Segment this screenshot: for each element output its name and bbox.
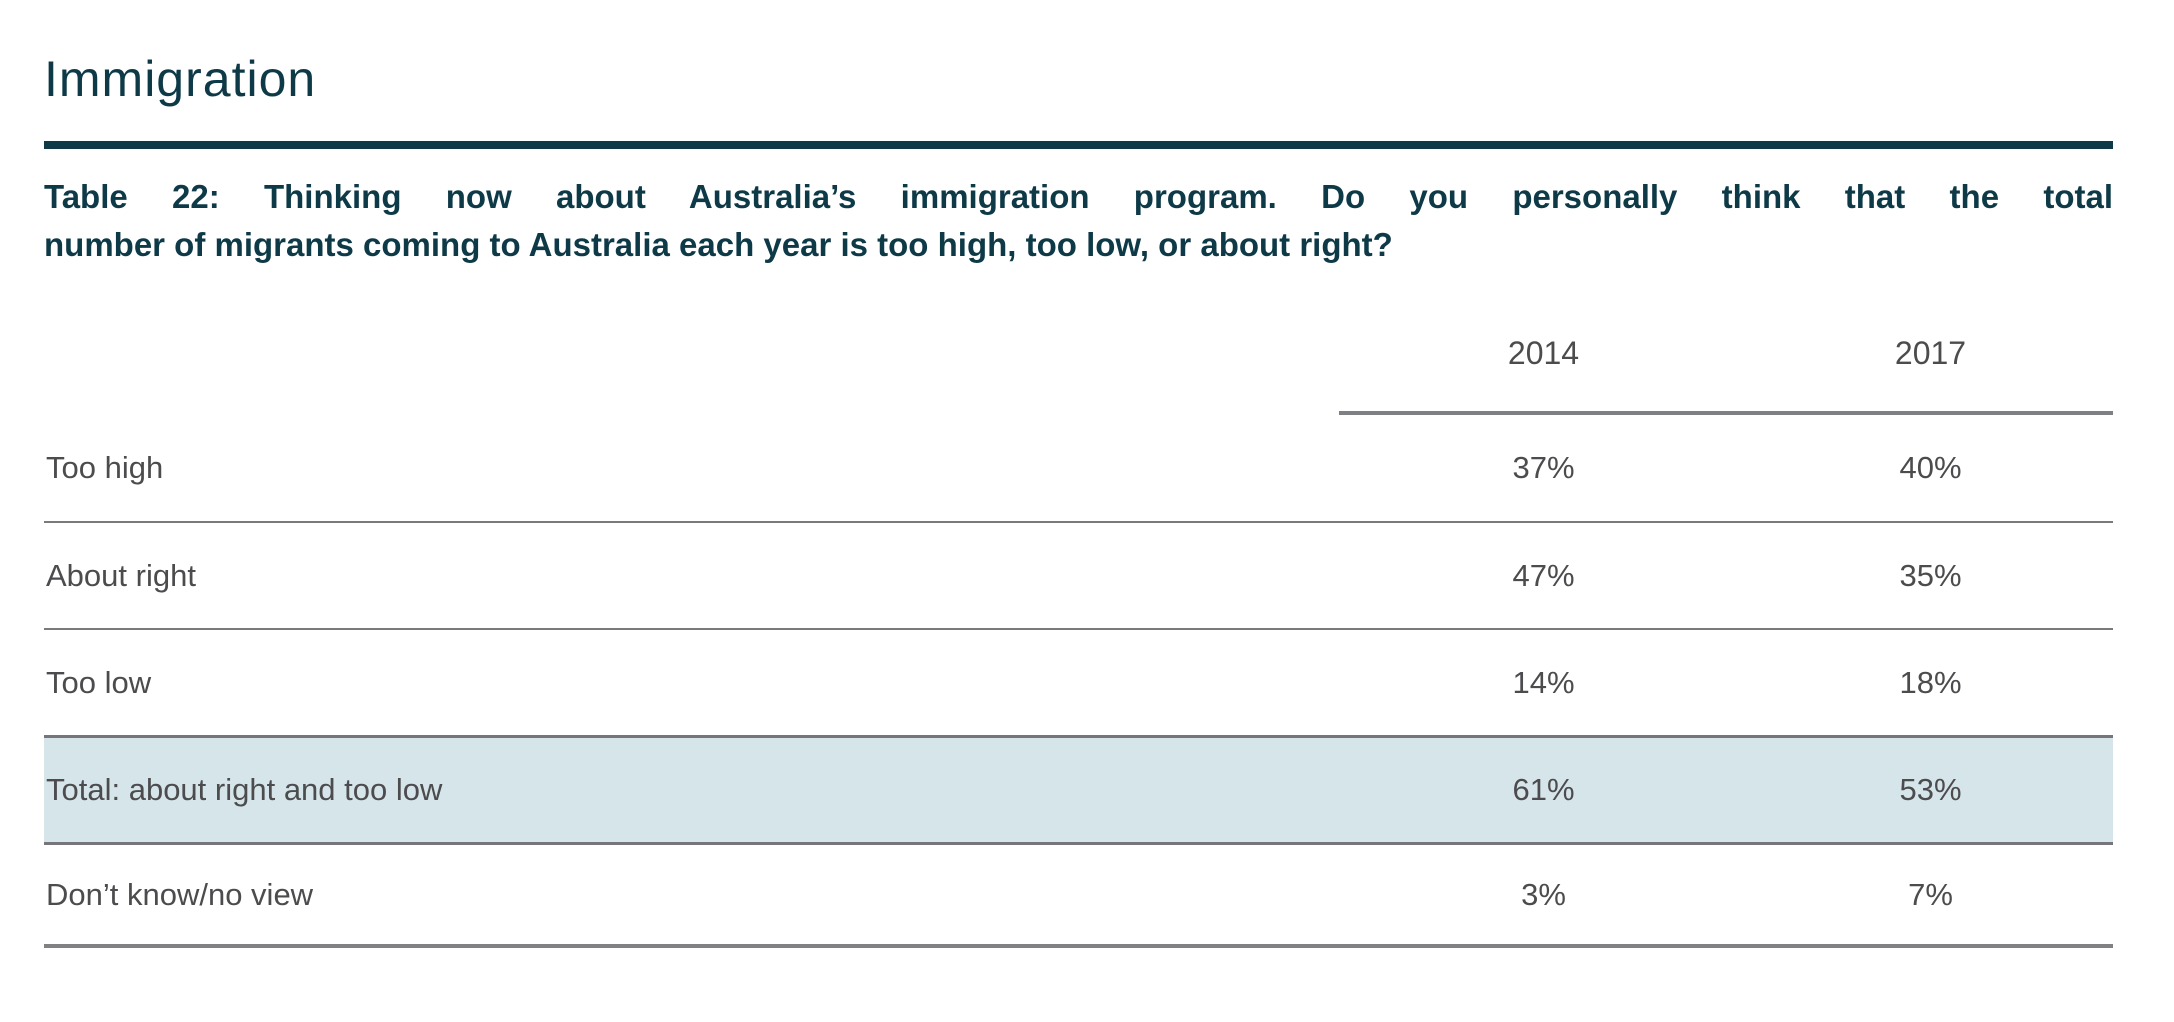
table-row: Too high 37% 40% bbox=[44, 415, 2113, 523]
value-2014: 61% bbox=[1512, 772, 1575, 807]
row-label: Total: about right and too low bbox=[46, 772, 443, 807]
value-2017: 40% bbox=[1899, 450, 1962, 485]
table-row-total-highlighted: Total: about right and too low 61% 53% bbox=[44, 735, 2113, 845]
value-2014: 37% bbox=[1512, 450, 1575, 485]
table-caption-line-2: number of migrants coming to Australia e… bbox=[44, 226, 1393, 263]
row-label: Don’t know/no view bbox=[46, 876, 314, 912]
value-2014: 14% bbox=[1512, 664, 1575, 700]
table-header-row: 2014 2017 bbox=[44, 269, 2113, 415]
table-row: Don’t know/no view 3% 7% bbox=[44, 845, 2113, 948]
value-2017: 7% bbox=[1908, 876, 1953, 912]
row-label: Too low bbox=[46, 664, 152, 700]
value-2017: 53% bbox=[1899, 772, 1962, 807]
table-row: About right 47% 35% bbox=[44, 523, 2113, 630]
row-label: About right bbox=[46, 557, 196, 593]
table-row: Too low 14% 18% bbox=[44, 630, 2113, 735]
value-2017: 35% bbox=[1899, 557, 1962, 593]
column-header-2014: 2014 bbox=[1339, 269, 1748, 415]
table-caption-line-1: Table 22: Thinking now about Australia’s… bbox=[44, 178, 2113, 215]
page-title: Immigration bbox=[44, 51, 317, 107]
report-page: Immigration Table 22: Thinking now about… bbox=[44, 0, 2113, 948]
value-2017: 18% bbox=[1899, 664, 1962, 700]
value-2014: 3% bbox=[1521, 876, 1566, 912]
title-rule-divider bbox=[44, 141, 2113, 149]
survey-results-table: 2014 2017 Too high 37% 40% About right 4… bbox=[44, 269, 2113, 948]
value-2014: 47% bbox=[1512, 557, 1575, 593]
column-header-2017: 2017 bbox=[1748, 269, 2113, 415]
table-caption: Table 22: Thinking now about Australia’s… bbox=[44, 173, 2113, 269]
header-spacer-cell bbox=[44, 269, 1339, 415]
row-label: Too high bbox=[46, 450, 164, 485]
